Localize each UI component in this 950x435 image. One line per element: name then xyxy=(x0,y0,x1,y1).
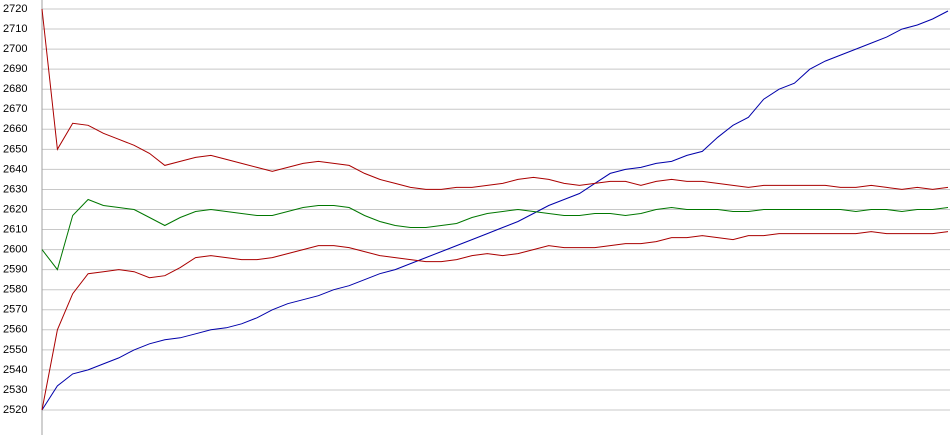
y-tick-label: 2630 xyxy=(3,183,27,195)
y-tick-label: 2680 xyxy=(3,83,27,95)
series-line xyxy=(41,10,949,411)
y-tick-label: 2590 xyxy=(3,264,27,276)
y-tick-label: 2660 xyxy=(3,123,27,135)
series-line xyxy=(41,8,949,190)
y-tick-label: 2620 xyxy=(3,203,27,215)
y-tick-label: 2580 xyxy=(3,284,27,296)
y-tick-label: 2720 xyxy=(3,3,27,15)
y-tick-label: 2560 xyxy=(3,324,27,336)
y-tick-label: 2710 xyxy=(3,23,27,35)
y-tick-label: 2670 xyxy=(3,103,27,115)
y-tick-label: 2600 xyxy=(3,244,27,256)
y-tick-label: 2520 xyxy=(3,404,27,416)
series-line xyxy=(41,198,949,271)
y-tick-label: 2550 xyxy=(3,344,27,356)
y-tick-label: 2690 xyxy=(3,63,27,75)
series-line xyxy=(41,231,949,411)
y-tick-label: 2700 xyxy=(3,43,27,55)
y-tick-label: 2650 xyxy=(3,143,27,155)
y-tick-label: 2610 xyxy=(3,223,27,235)
y-tick-label: 2640 xyxy=(3,163,27,175)
y-tick-label: 2570 xyxy=(3,304,27,316)
y-tick-label: 2540 xyxy=(3,364,27,376)
y-tick-label: 2530 xyxy=(3,384,27,396)
